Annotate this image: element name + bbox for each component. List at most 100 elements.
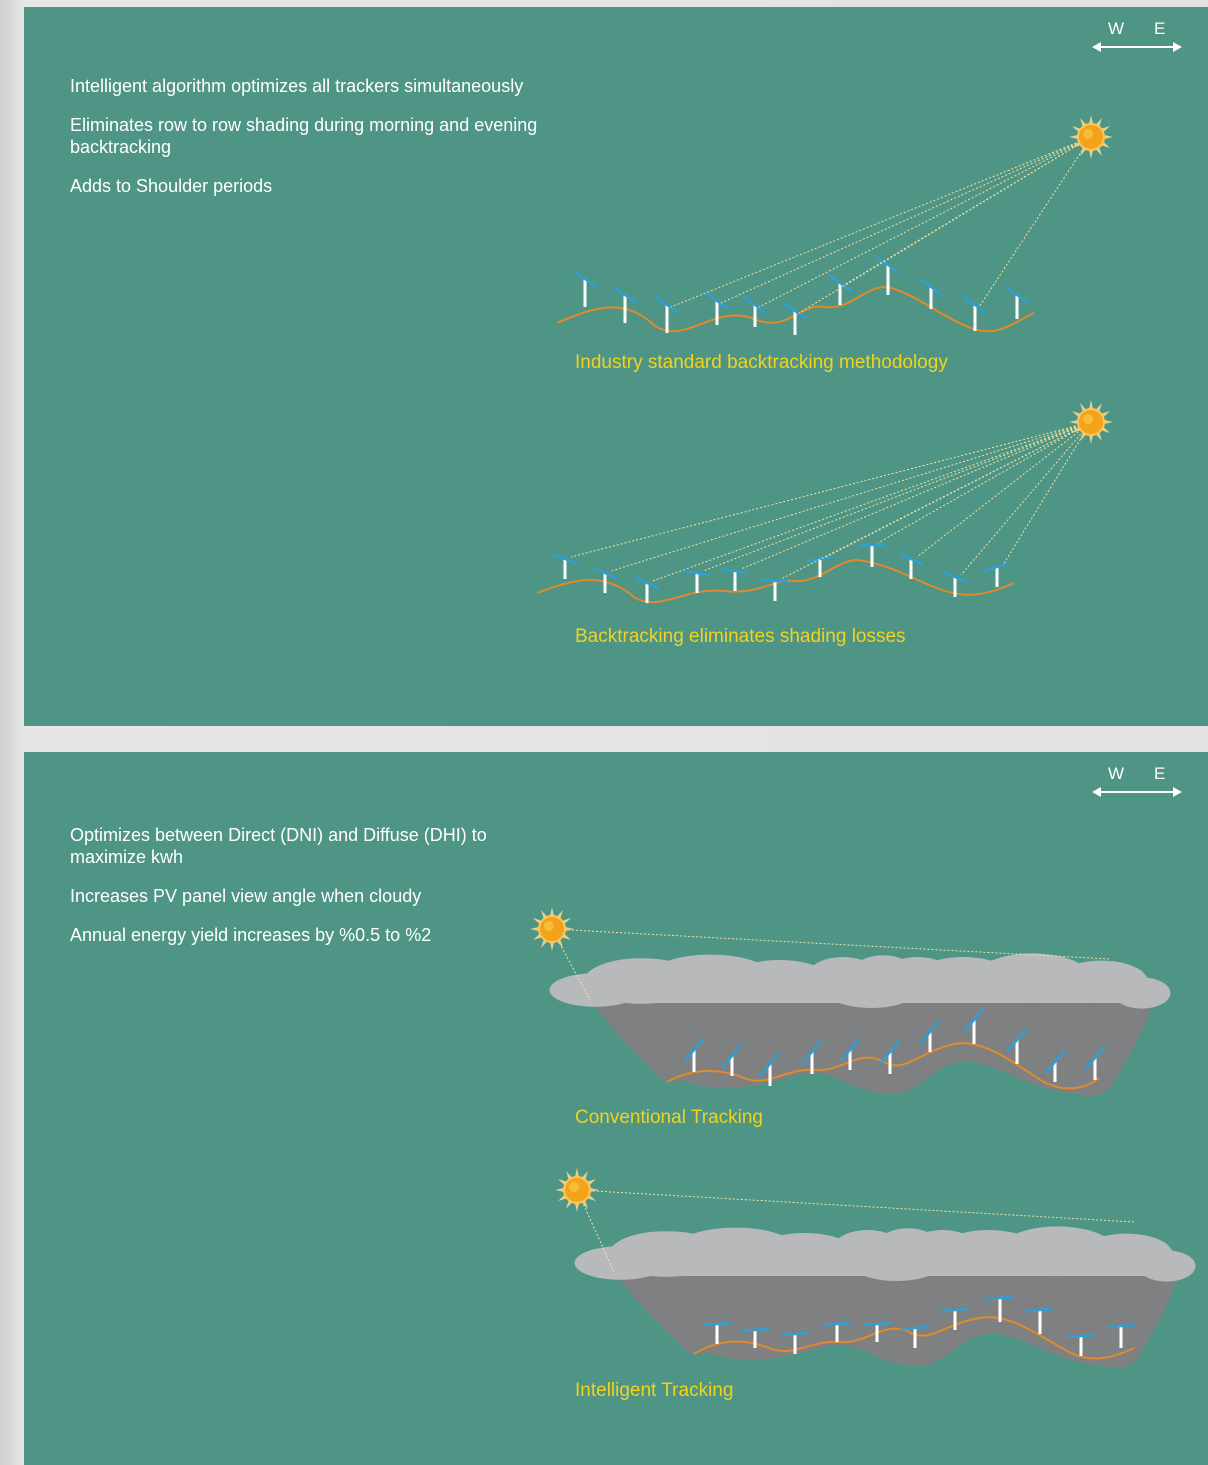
compass-east-label: E	[1154, 19, 1166, 38]
solar-tracker-icon	[702, 1321, 732, 1344]
sun-ray	[843, 136, 1092, 286]
solar-tracker-icon	[780, 1331, 810, 1354]
solar-tracker-icon	[782, 301, 808, 335]
sun-ray	[720, 136, 1092, 304]
solar-tracker-icon	[801, 1039, 823, 1074]
terrain-line	[556, 286, 1035, 333]
solar-tracker-icon	[654, 295, 680, 333]
intelligent-tracking-scene	[555, 1168, 1196, 1368]
bullet-3: Adds to Shoulder periods	[70, 176, 273, 196]
solar-tracker-icon	[839, 1037, 861, 1070]
solar-tracker-icon	[900, 1325, 930, 1348]
feature-list: Intelligent algorithm optimizes all trac…	[70, 75, 540, 214]
solar-tracker-icon	[822, 1321, 852, 1342]
conventional-tracking-scene	[530, 907, 1171, 1096]
cloud-icon	[549, 953, 1171, 1009]
sun-ray	[960, 421, 1092, 576]
sun-ray	[978, 136, 1092, 308]
terrain-line	[536, 559, 1015, 604]
solar-tracker-icon	[918, 277, 944, 309]
solar-tracker-icon	[919, 1019, 941, 1052]
solar-tracker-icon	[963, 1007, 985, 1044]
solar-tracker-icon	[827, 273, 853, 305]
solar-tracker-icon	[1106, 1323, 1136, 1348]
bullet-1: Intelligent algorithm optimizes all trac…	[70, 76, 524, 96]
caption-industry-standard: Industry standard backtracking methodolo…	[575, 352, 948, 373]
solar-tracker-icon	[1084, 1045, 1106, 1080]
solar-tracker-icon	[940, 1307, 970, 1330]
solar-tracker-icon	[634, 576, 660, 603]
cloudy-tracking-illustration	[530, 907, 1196, 1368]
sun-ray	[1002, 421, 1092, 566]
west-east-compass-2: W E	[1092, 764, 1182, 800]
solar-tracker-icon	[859, 543, 885, 567]
sun-ray	[576, 1189, 615, 1273]
solar-tracker-icon	[862, 1321, 892, 1342]
solar-tracker-icon	[984, 561, 1010, 587]
solar-tracker-icon	[572, 269, 598, 307]
compass-east-label: E	[1154, 764, 1166, 783]
solar-tracker-icon	[942, 570, 968, 597]
compass-west-label: W	[1108, 764, 1125, 783]
backtracking-illustration	[536, 115, 1113, 604]
solar-tracker-icon	[879, 1039, 901, 1074]
caption-intelligent: Intelligent Tracking	[575, 1380, 734, 1401]
cloud-icon	[574, 1226, 1196, 1282]
west-east-arrow-icon	[1092, 42, 1182, 52]
sun-ray	[916, 421, 1092, 558]
solar-tracker-icon	[1044, 1049, 1066, 1082]
sun-icon	[1069, 400, 1113, 444]
sun-ray	[740, 421, 1092, 570]
sun-ray	[798, 136, 1092, 314]
compass-west-label: W	[1108, 19, 1125, 38]
solar-tracker-icon	[1006, 1027, 1028, 1064]
west-east-arrow-icon	[1092, 787, 1182, 797]
solar-tracker-icon	[721, 567, 749, 591]
sun-ray	[610, 421, 1092, 572]
solar-tracker-icon	[683, 1037, 705, 1072]
bullet-3: Annual energy yield increases by %0.5 to…	[70, 925, 432, 945]
diffuse-tracking-panel: W E Optimizes between Direct (DNI) and D…	[24, 752, 1208, 1465]
solar-tracker-icon	[683, 569, 711, 593]
sun-ray	[576, 1189, 1135, 1223]
solar-tracker-icon	[704, 291, 730, 325]
solar-tracker-icon	[740, 1327, 770, 1348]
solar-tracker-icon	[898, 552, 924, 579]
terrain-line	[693, 1316, 1135, 1360]
solar-tracker-icon	[962, 295, 988, 331]
industry-standard-scene	[556, 115, 1113, 335]
west-east-compass: W E	[1092, 19, 1182, 55]
solar-tracker-icon	[761, 579, 789, 601]
sun-icon	[530, 907, 574, 951]
solar-tracker-icon	[1066, 1333, 1096, 1356]
caption-conventional: Conventional Tracking	[575, 1107, 763, 1128]
solar-tracker-icon	[612, 285, 638, 323]
bullet-2: Increases PV panel view angle when cloud…	[70, 886, 422, 906]
solar-tracker-icon	[742, 295, 768, 327]
sun-ray	[825, 421, 1092, 558]
bullet-1: Optimizes between Direct (DNI) and Diffu…	[70, 825, 487, 867]
bullet-2: Eliminates row to row shading during mor…	[70, 115, 538, 157]
sun-ray	[702, 421, 1092, 572]
solar-tracker-icon	[1004, 285, 1030, 319]
sun-ray	[877, 421, 1092, 544]
sun-ray	[670, 136, 1092, 308]
solar-tracker-icon	[721, 1043, 743, 1076]
solar-tracker-icon	[875, 255, 901, 295]
sun-ray	[570, 421, 1092, 558]
solar-tracker-icon	[806, 555, 834, 577]
solar-tracker-icon	[1025, 1307, 1055, 1334]
solar-tracker-icon	[592, 566, 618, 593]
sun-ray	[551, 928, 1110, 960]
backtracking-panel: W E Intelligent algorithm optimizes all …	[24, 7, 1208, 726]
sun-icon	[1069, 115, 1113, 159]
solar-tracker-icon	[759, 1051, 781, 1086]
feature-list-2: Optimizes between Direct (DNI) and Diffu…	[70, 824, 540, 963]
sun-ray	[652, 421, 1092, 582]
caption-backtracking: Backtracking eliminates shading losses	[575, 626, 906, 647]
sun-icon	[555, 1168, 599, 1212]
solar-tracker-icon	[985, 1295, 1015, 1322]
solar-tracker-icon	[552, 553, 578, 579]
backtracking-scene	[536, 400, 1113, 604]
terrain-line	[666, 1042, 1100, 1090]
